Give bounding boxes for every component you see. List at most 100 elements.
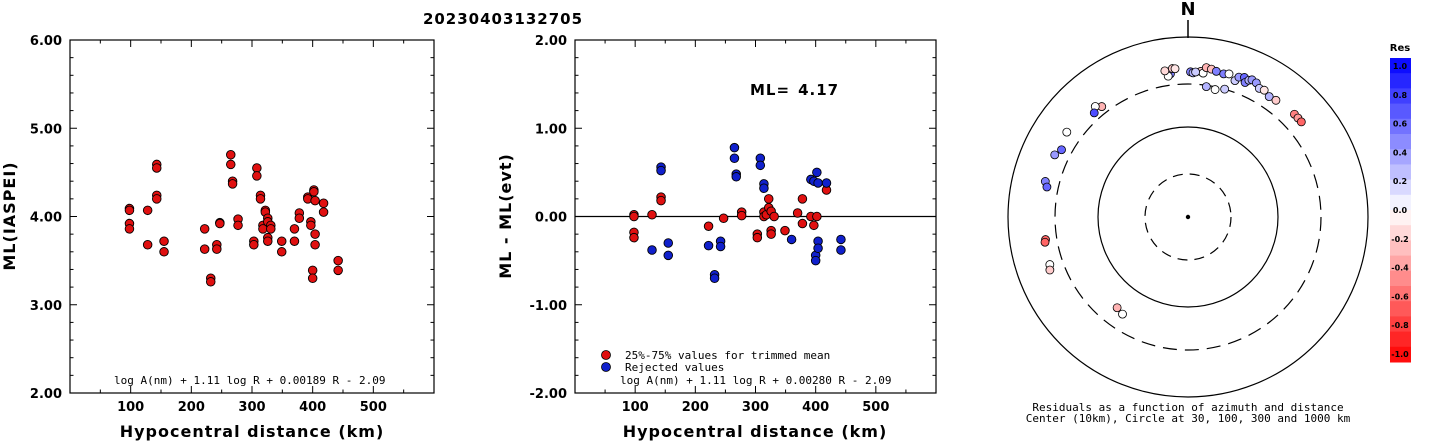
y-tick-label: -2.00 (530, 387, 567, 402)
x-axis-ticks: 100 200 300 400 500 (99, 40, 405, 415)
data-point (227, 179, 238, 189)
colorbar-tick-label: -1.0 (1391, 350, 1409, 359)
station-point (1118, 309, 1127, 319)
rejected-data-point (821, 178, 832, 188)
data-point (318, 207, 329, 217)
rejected-data-point (813, 178, 823, 188)
station-point (1191, 67, 1200, 77)
y-axis-label: ML(IASPEI) (0, 161, 19, 270)
data-point (309, 187, 319, 197)
colorbar-tick-label: -0.4 (1391, 264, 1409, 273)
colorbar-tick-label: -0.6 (1391, 292, 1409, 301)
data-point (152, 163, 162, 173)
x-tick-label: 300 (742, 400, 769, 415)
station-point (1112, 303, 1122, 313)
y-axis-label: ML - ML(evt) (496, 153, 515, 279)
data-point (769, 211, 779, 222)
station-point (1224, 69, 1234, 79)
x-axis-ticks: 100 200 300 400 500 (604, 40, 907, 415)
y-axis-ticks: -2.00 -1.00 0.00 1.00 2.00 (530, 34, 936, 402)
y-tick-label: 5.00 (30, 122, 62, 137)
data-point (233, 220, 243, 231)
north-label: N (1180, 0, 1195, 20)
data-point (289, 224, 300, 234)
outer-boundary-circle (1007, 36, 1369, 398)
colorbar-segment (1390, 58, 1411, 74)
data-point (159, 236, 169, 246)
station-point (1170, 64, 1180, 74)
rejected-data-point (813, 243, 823, 254)
colorbar-tick-label: 0.0 (1393, 206, 1408, 215)
data-point (766, 229, 776, 239)
y-tick-label: 6.00 (30, 34, 62, 49)
rejected-data-point (729, 153, 740, 164)
ml-label-prefix: ML= (750, 81, 790, 99)
rejected-data-point (703, 240, 714, 251)
data-point (212, 244, 222, 254)
colorbar-tick-label: 0.8 (1393, 91, 1408, 100)
data-points (124, 149, 343, 287)
data-point (647, 209, 657, 220)
station-point (1271, 95, 1281, 105)
colorbar-tick-label: 0.4 (1393, 148, 1408, 157)
rejected-data-point (836, 245, 846, 255)
rejected-data-point (810, 255, 821, 266)
data-point (333, 265, 343, 276)
colorbar-segment (1390, 210, 1411, 226)
data-point (226, 159, 236, 170)
x-tick-label: 100 (622, 400, 649, 415)
data-point (152, 194, 162, 204)
data-point (199, 244, 210, 254)
data-point (797, 194, 808, 204)
colorbar-segment (1390, 103, 1411, 120)
data-point (199, 224, 210, 234)
rejected-data-point (812, 167, 822, 178)
colorbar-tick-label: -0.8 (1391, 321, 1409, 330)
colorbar-segment (1390, 194, 1411, 211)
data-point (318, 198, 329, 209)
ml-value: 4.17 (798, 81, 839, 99)
x-axis-label: Hypocentral distance (km) (120, 422, 385, 441)
colorbar-segment (1390, 73, 1411, 89)
colorbar-segment (1390, 301, 1411, 317)
caption-line-1: Residuals as a function of azimuth and d… (1032, 401, 1343, 414)
ring-30km (1144, 173, 1232, 261)
data-point (142, 205, 153, 216)
rejected-data-point (729, 142, 740, 153)
y-tick-label: 2.00 (535, 34, 567, 49)
data-point (263, 236, 273, 246)
data-point (718, 213, 729, 224)
data-point (252, 171, 262, 181)
colorbar-segment (1390, 286, 1411, 302)
data-point (249, 239, 259, 250)
y-tick-label: 4.00 (30, 211, 62, 226)
x-tick-label: 400 (299, 400, 326, 415)
data-point (310, 195, 320, 206)
ring-100km (1097, 126, 1279, 308)
station-point (1296, 117, 1306, 127)
ml-label: ML= 4.17 (750, 81, 839, 99)
x-tick-label: 200 (682, 400, 709, 415)
x-tick-label: 200 (178, 400, 205, 415)
colorbar-segment (1390, 179, 1411, 196)
rejected-data-point (709, 273, 720, 284)
data-point (812, 211, 822, 222)
data-point (205, 277, 216, 287)
colorbar-segment (1390, 164, 1411, 181)
center-marker (1185, 214, 1191, 220)
station-point (1201, 82, 1211, 92)
x-tick-label: 100 (117, 400, 144, 415)
y-axis-ticks: 2.00 3.00 4.00 5.00 6.00 (30, 34, 434, 402)
data-point (276, 236, 287, 246)
y-tick-label: 1.00 (535, 122, 567, 137)
legend-marker-rejected (601, 362, 611, 372)
rejected-data-point (759, 183, 769, 194)
colorbar-segment (1390, 225, 1411, 241)
station-point (1210, 85, 1220, 94)
data-point (333, 255, 343, 266)
rejected-data-point (656, 165, 666, 176)
rejected-data-point (663, 238, 674, 248)
data-point (629, 232, 639, 243)
colorbar-segment (1390, 255, 1411, 272)
